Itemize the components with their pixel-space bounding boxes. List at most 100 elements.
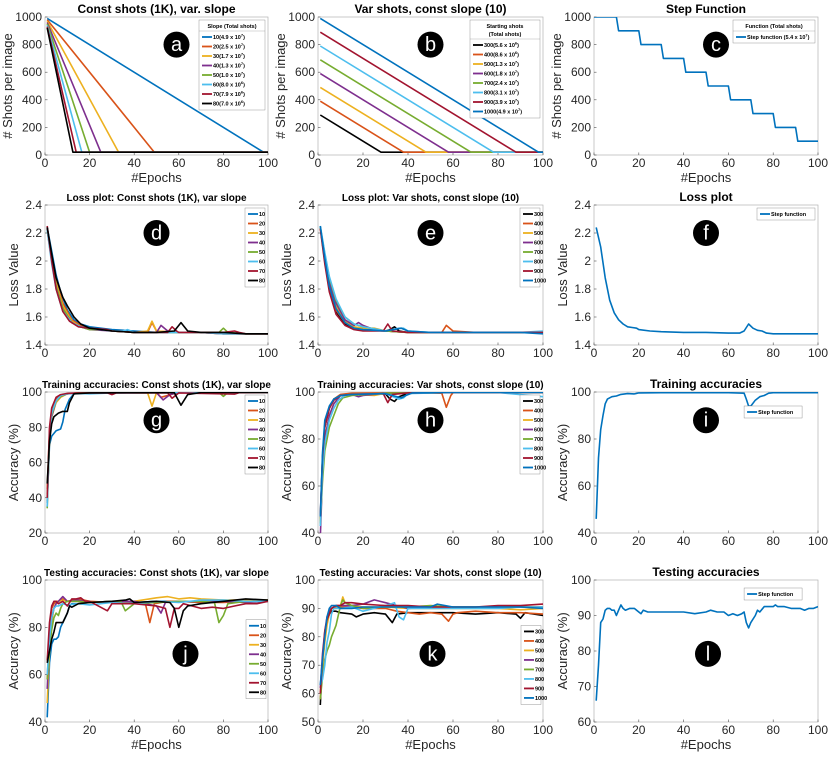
- x-tick-label: 60: [722, 534, 736, 548]
- y-axis-label: Accuracy (%): [279, 424, 294, 501]
- y-tick-label: 1.6: [298, 310, 315, 324]
- legend-item: 10: [248, 399, 265, 405]
- legend-item: 50: [248, 250, 265, 256]
- panel-d: 0 20 40 60 80 100 1.4 1.6 1.8 2 2.2 2.4 Loss plot: C…: [6, 193, 278, 360]
- legend-item: 300: [523, 399, 543, 405]
- x-tick-label: 20: [356, 156, 370, 170]
- x-axis-label: #Epochs: [681, 170, 732, 185]
- panel-k: 0 20 40 60 80 100 50 60 70 80 90 100 Testing accurac…: [279, 568, 553, 752]
- legend-label: 80: [259, 279, 265, 285]
- y-tick-label: 2.2: [298, 226, 315, 240]
- x-tick-label: 20: [356, 723, 370, 737]
- legend-item: 400(8.6 x 106): [473, 50, 519, 59]
- legend-label: 70: [259, 456, 265, 462]
- legend-item: 40: [249, 652, 266, 658]
- legend-label: 600: [535, 658, 544, 664]
- legend: 10 20 30 40 50 60 70 80: [245, 619, 267, 699]
- legend-label: 500: [535, 648, 544, 654]
- legend-box: [245, 619, 267, 699]
- legend-label: 30: [260, 643, 266, 649]
- x-tick-label: 20: [83, 346, 97, 360]
- legend-label: 10(4.9 x 107): [213, 33, 245, 42]
- panel-badge: [693, 220, 719, 246]
- legend-title: Function (Total shots): [745, 24, 803, 30]
- legend-item: 10: [248, 212, 265, 218]
- legend-item: 20: [248, 222, 265, 228]
- y-tick-label: 60: [302, 687, 316, 701]
- legend-item: 70: [248, 269, 265, 275]
- legend-item: 500: [523, 231, 543, 237]
- legend-label: 500(1.3 x 107): [484, 60, 519, 69]
- legend-label: 400(8.6 x 106): [484, 50, 519, 59]
- legend-label: 400: [534, 409, 543, 415]
- legend-label: 900: [534, 269, 543, 275]
- legend-box: [520, 625, 542, 705]
- y-tick-label: 800: [571, 38, 591, 52]
- chart-title: Testing accuracies: Const shots (1K), va…: [44, 568, 269, 579]
- x-tick-label: 40: [401, 723, 415, 737]
- legend-label: 300: [534, 399, 543, 405]
- legend-label: 600: [534, 428, 543, 434]
- y-tick-label: 60: [578, 715, 592, 729]
- y-tick-label: 1.4: [298, 338, 315, 352]
- y-axis-label: # Shots per image: [549, 33, 564, 139]
- x-tick-label: 20: [632, 346, 646, 360]
- legend-label: 80: [259, 466, 265, 472]
- legend-label: Step function (5.4 x 107): [747, 33, 810, 42]
- x-axis-label: #Epochs: [405, 170, 456, 185]
- panel-badge-letter: e: [425, 223, 436, 245]
- legend-label: 70: [260, 681, 266, 687]
- panel-badge-letter: i: [704, 410, 708, 432]
- panel-e: 0 20 40 60 80 100 1.4 1.6 1.8 2 2.2 2.4 Loss plot: V…: [279, 193, 553, 360]
- y-tick-label: 2.4: [574, 198, 591, 212]
- chart-title: Training accuracies: [650, 377, 762, 391]
- y-tick-label: 80: [578, 644, 592, 658]
- legend-title: Starting shots: [487, 24, 524, 30]
- legend-label: 300: [534, 212, 543, 218]
- series-line-step-function: [595, 227, 818, 335]
- panel-badge-letter: c: [711, 34, 721, 56]
- x-tick-label: 80: [217, 346, 231, 360]
- x-axis-label: #Epochs: [405, 737, 456, 752]
- y-axis-label: Accuracy (%): [555, 424, 570, 501]
- x-tick-label: 60: [446, 723, 460, 737]
- x-tick-label: 0: [591, 346, 598, 360]
- y-tick-label: 1000: [288, 10, 315, 24]
- legend-item: 400: [524, 639, 544, 645]
- y-tick-label: 100: [571, 573, 591, 587]
- legend-label: 20: [259, 222, 265, 228]
- legend-label: 80: [260, 690, 266, 696]
- y-axis-label: Accuracy (%): [279, 612, 294, 689]
- legend-item: Step function: [747, 592, 794, 598]
- y-tick-label: 200: [295, 120, 315, 134]
- y-tick-label: 60: [302, 479, 316, 493]
- legend-item: 400: [523, 222, 543, 228]
- x-tick-label: 0: [42, 723, 49, 737]
- x-tick-label: 60: [446, 346, 460, 360]
- panel-badge: [163, 31, 190, 58]
- legend-item: 50(1.0 x 107): [202, 71, 245, 80]
- series-line-step-function: [595, 392, 818, 519]
- legend-title: Slope (Total shots): [207, 24, 256, 30]
- x-tick-label: 0: [315, 723, 322, 737]
- legend-label: Step function: [758, 592, 794, 598]
- chart-title: Training accuracies: Var shots, const sl…: [317, 380, 543, 391]
- legend: 10 20 30 40 50 60 70 80: [244, 207, 266, 288]
- x-tick-label: 0: [315, 534, 322, 548]
- y-tick-label: 0: [584, 148, 591, 162]
- legend-label: 1000(4.9 x 107): [484, 107, 522, 116]
- y-tick-label: 1.6: [574, 310, 591, 324]
- x-tick-label: 40: [128, 534, 142, 548]
- legend-item: 80: [248, 466, 265, 472]
- legend-label: 50(1.0 x 107): [213, 71, 245, 80]
- x-tick-label: 40: [128, 346, 142, 360]
- chart-title: Loss plot: Const shots (1K), var slope: [66, 193, 246, 204]
- legend-item: 60: [249, 671, 266, 677]
- legend-item: 500: [524, 648, 544, 654]
- x-tick-label: 100: [533, 156, 553, 170]
- legend-label: 70(7.9 x 106): [213, 90, 245, 99]
- legend-label: 700(2.4 x 107): [484, 79, 519, 88]
- legend-label: 20: [260, 633, 266, 639]
